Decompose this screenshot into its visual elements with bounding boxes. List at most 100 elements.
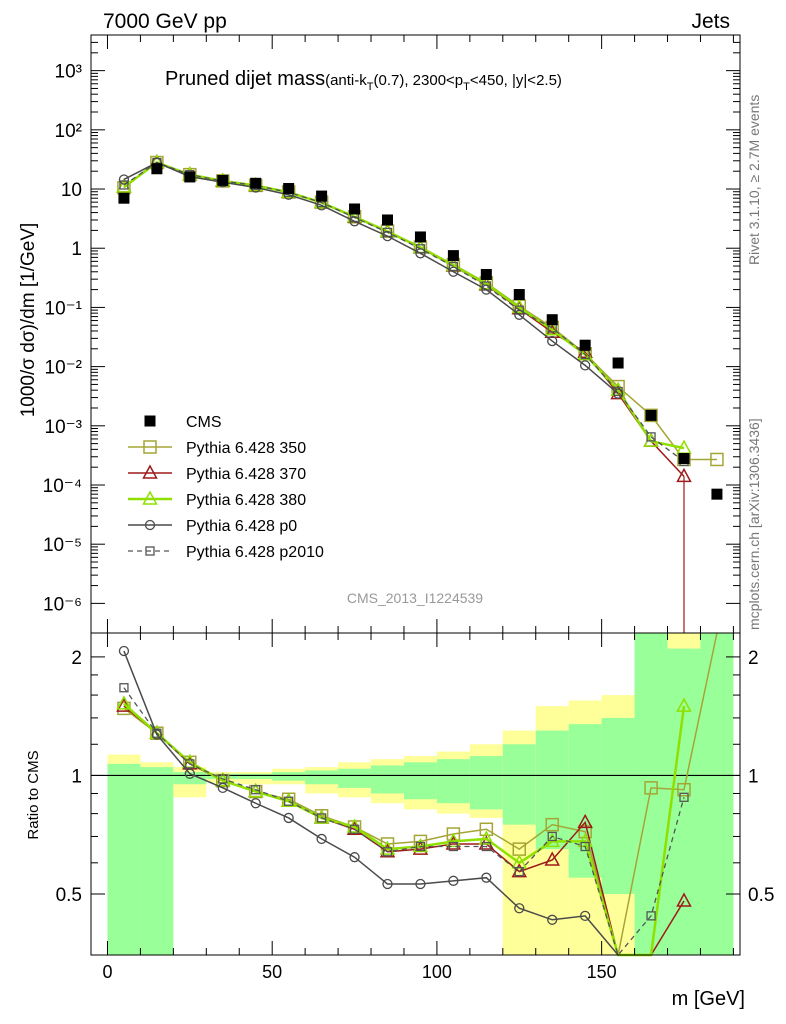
- ratio-point-pythia-6-428-350: [479, 822, 494, 837]
- ratio-point-pythia-6-428-350: [644, 781, 658, 795]
- ratio-point-pythia-6-428-350: [545, 817, 559, 832]
- ratio-point-pythia-6-428-p0: [547, 914, 558, 925]
- point-cms: [711, 488, 723, 500]
- ratio-point-pythia-6-428-p2010: [679, 792, 689, 802]
- legend-entry: Pythia 6.428 380: [186, 492, 306, 509]
- point-pythia-6-428-p0: [547, 335, 558, 347]
- ratio-band-green: [206, 773, 240, 779]
- ratio-point-pythia-6-428-p0: [349, 852, 360, 863]
- point-pythia-6-428-p0: [382, 230, 393, 242]
- ratio-point-pythia-6-428-p2010: [251, 785, 261, 795]
- point-cms: [118, 192, 130, 204]
- ratio-band-green: [107, 763, 141, 955]
- ratio-point-pythia-6-428-p0: [514, 903, 525, 914]
- series-line-pythia-6-428-380: [123, 161, 685, 450]
- ratio-line-pythia-6-428-p2010: [123, 687, 685, 957]
- ratio-band-green: [239, 773, 273, 779]
- ratio-frame: [90, 632, 741, 956]
- legend-entry: CMS: [186, 414, 222, 431]
- legend-entry: Pythia 6.428 350: [186, 440, 306, 457]
- ratio-point-pythia-6-428-380: [313, 809, 330, 824]
- point-pythia-6-428-p0: [580, 360, 591, 371]
- ratio-point-pythia-6-428-p2010: [316, 813, 327, 823]
- point-pythia-6-428-p2010: [646, 432, 656, 442]
- point-cms: [381, 214, 393, 226]
- ratio-point-pythia-6-428-p0: [250, 798, 261, 809]
- ratio-point-pythia-6-428-380: [412, 837, 429, 853]
- point-pythia-6-428-380: [643, 432, 659, 447]
- point-cms: [645, 409, 657, 421]
- mcplots-label: mcplots.cern.ch [arXiv:1306.3436]: [746, 418, 762, 630]
- ratio-point-pythia-6-428-380: [346, 818, 363, 833]
- ratio-point-pythia-6-428-380: [215, 772, 231, 787]
- point-cms: [349, 203, 361, 215]
- ratio-point-pythia-6-428-p2010: [481, 841, 491, 852]
- point-pythia-6-428-p2010: [119, 180, 129, 190]
- legend-entry: Pythia 6.428 p2010: [186, 544, 324, 561]
- ratio-point-pythia-6-428-p0: [151, 729, 163, 740]
- point-cms: [612, 357, 624, 369]
- point-cms: [579, 339, 591, 351]
- legend-marker: [144, 519, 156, 531]
- legend-entry: Pythia 6.428 p0: [186, 518, 297, 535]
- point-cms: [480, 268, 492, 280]
- ratio-point-pythia-6-428-380: [280, 792, 297, 807]
- x-tick-label: 0: [102, 962, 112, 982]
- point-cms: [316, 190, 328, 202]
- ratio-point-pythia-6-428-p0: [481, 872, 492, 883]
- point-pythia-6-428-380: [116, 178, 132, 193]
- y-tick-label: 10⁻⁵: [43, 535, 82, 556]
- ratio-point-pythia-6-428-p2010: [382, 847, 393, 857]
- point-pythia-6-428-380: [577, 345, 593, 361]
- ratio-band-green: [436, 759, 470, 804]
- point-pythia-6-428-380: [544, 321, 560, 336]
- y-tick-label: 10⁻¹: [45, 298, 83, 319]
- ratio-point-pythia-6-428-p0: [580, 910, 591, 922]
- x-tick-label: 150: [587, 962, 617, 982]
- ratio-point-pythia-6-428-p2010: [580, 841, 590, 852]
- axes-layer: 0 50 100 150 10⁻⁶ 10⁻⁵ 10⁻⁴ 10⁻³ 10⁻² 10⁻¹ 1 10 10² 1…: [43, 34, 774, 982]
- legend-marker: [145, 546, 155, 556]
- analysis-id: CMS_2013_I1224539: [347, 590, 483, 606]
- chart-title: Pruned dijet mass(anti-kT(0.7), 2300<pT<…: [165, 68, 562, 93]
- ratio-point-pythia-6-428-370: [676, 892, 692, 907]
- ratio-point-pythia-6-428-380: [149, 724, 165, 739]
- legend-marker: [144, 415, 156, 427]
- point-cms: [546, 314, 558, 326]
- point-cms: [184, 171, 196, 183]
- series-line-pythia-6-428-p0: [123, 161, 619, 395]
- point-pythia-6-428-350: [710, 452, 724, 467]
- ratio-y-axis-label: Ratio to CMS: [25, 750, 42, 839]
- point-pythia-6-428-350: [644, 408, 658, 423]
- x-axis-label: m [GeV]: [672, 988, 745, 1010]
- ratio-point-pythia-6-428-p2010: [284, 796, 294, 806]
- ratio-point-pythia-6-428-380: [478, 830, 495, 845]
- ratio-band-green: [272, 772, 306, 781]
- ratio-point-pythia-6-428-p2010: [119, 683, 129, 693]
- point-pythia-6-428-p0: [612, 388, 624, 399]
- point-pythia-6-428-p0: [349, 216, 360, 227]
- ratio-band-green: [403, 762, 437, 800]
- x-tick-label: 50: [262, 962, 282, 982]
- ratio-point-pythia-6-428-p0: [448, 875, 459, 886]
- ratio-tick-label-right: 1: [748, 766, 759, 787]
- legend-marker: [143, 440, 157, 454]
- ratio-point-pythia-6-428-p0: [217, 782, 228, 794]
- y-tick-label: 10³: [55, 62, 82, 83]
- y-tick-label: 10²: [55, 121, 82, 142]
- ratio-point-pythia-6-428-p0: [316, 833, 327, 845]
- ratio-band-green: [568, 724, 602, 878]
- y-axis-label: 1000/σ dσ)/dm [1/GeV]: [18, 223, 39, 418]
- ratio-point-pythia-6-428-350: [446, 827, 461, 841]
- ratio-band-green: [535, 730, 569, 850]
- rivet-label: Rivet 3.1.10, ≥ 2.7M events: [746, 95, 762, 265]
- ratio-point-pythia-6-428-p0: [118, 645, 130, 657]
- y-tick-label: 10⁻³: [45, 417, 83, 438]
- y-tick-label: 1: [71, 239, 82, 260]
- ratio-point-pythia-6-428-370: [511, 863, 528, 878]
- ratio-tick-label: 2: [71, 648, 82, 669]
- y-tick-label: 10⁻²: [45, 358, 83, 379]
- ratio-point-pythia-6-428-350: [677, 782, 691, 797]
- ratio-point-pythia-6-428-p0: [283, 812, 294, 824]
